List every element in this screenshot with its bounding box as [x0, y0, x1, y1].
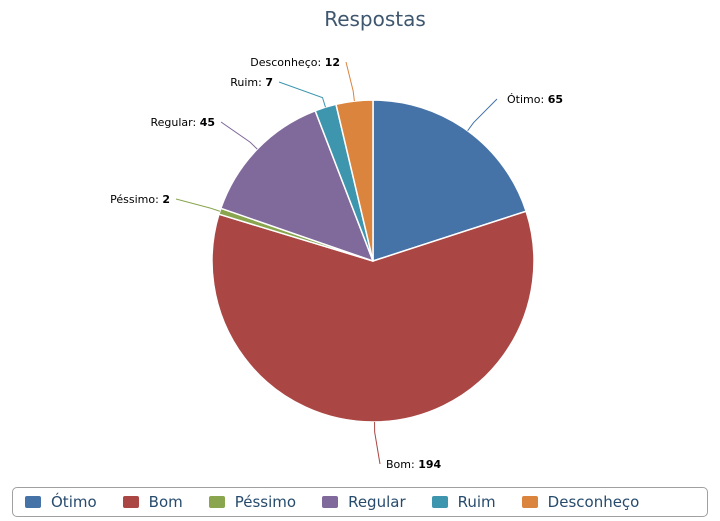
connector-ruim: [278, 81, 326, 108]
legend-label: Ruim: [457, 493, 496, 511]
connector-desconheco: [345, 61, 355, 102]
connector-regular: [220, 121, 258, 150]
legend: Ótimo Bom Péssimo Regular Ruim Desconheço: [12, 487, 708, 517]
legend-item-otimo[interactable]: Ótimo: [25, 493, 97, 511]
pie-labels: Ótimo: 65 Bom: 194 Péssimo: 2 Regular: 45 Ru…: [110, 56, 563, 471]
data-label-bom: Bom: 194: [386, 458, 442, 471]
legend-swatch: [431, 496, 448, 508]
legend-swatch: [25, 496, 41, 508]
data-label-desconheco: Desconheço: 12: [250, 56, 340, 69]
legend-swatch: [208, 496, 225, 508]
pie-chart: Respostas Ótimo: 65 Bom: 194 Péssimo: 2 Reg…: [110, 7, 563, 471]
legend-item-desconheco[interactable]: Desconheço: [521, 493, 640, 511]
chart-title: Respostas: [324, 7, 426, 31]
connector-bom: [374, 421, 381, 465]
data-label-ruim: Ruim: 7: [230, 76, 273, 89]
legend-swatch: [521, 496, 538, 508]
legend-item-bom[interactable]: Bom: [122, 493, 183, 511]
legend-item-ruim[interactable]: Ruim: [431, 493, 496, 511]
pie-connectors: [175, 61, 498, 465]
legend-label: Desconheço: [547, 493, 640, 511]
connector-otimo: [467, 98, 498, 132]
data-label-pessimo: Péssimo: 2: [110, 193, 170, 206]
legend-label: Ótimo: [51, 493, 97, 511]
data-label-regular: Regular: 45: [150, 116, 215, 129]
legend-label: Péssimo: [234, 493, 297, 511]
legend-label: Bom: [148, 493, 183, 511]
pie-slices: [211, 99, 535, 423]
pie-slice-otimo[interactable]: [372, 99, 527, 262]
data-label-otimo: Ótimo: 65: [507, 93, 563, 106]
connector-pessimo: [175, 198, 221, 212]
legend-label: Regular: [348, 493, 406, 511]
legend-swatch: [322, 496, 339, 508]
legend-item-regular[interactable]: Regular: [322, 493, 406, 511]
legend-item-pessimo[interactable]: Péssimo: [208, 493, 297, 511]
legend-swatch: [122, 496, 139, 508]
